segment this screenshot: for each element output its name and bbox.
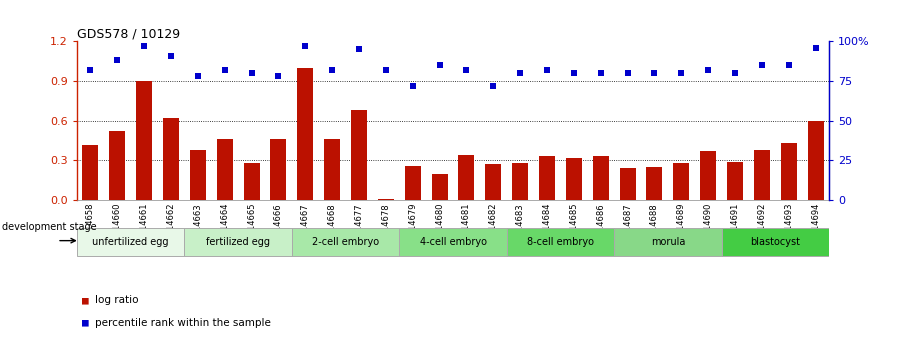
Text: GDS578 / 10129: GDS578 / 10129 (77, 27, 180, 40)
Point (513, 70, 527, 76)
Bar (405, 166, 420, 200)
Bar (721, 228, 829, 256)
Bar (807, 121, 824, 200)
Bar (620, 168, 636, 200)
Bar (324, 139, 340, 200)
Bar (185, 228, 292, 256)
Bar (82, 145, 99, 200)
Text: 8-cell embryo: 8-cell embryo (527, 237, 594, 247)
Point (245, 70, 259, 76)
Bar (781, 143, 796, 200)
Point (728, 70, 742, 76)
Bar (351, 110, 367, 200)
Bar (110, 131, 125, 200)
Text: development stage: development stage (2, 222, 96, 232)
Text: 2-cell embryo: 2-cell embryo (312, 237, 379, 247)
Point (352, 47, 366, 52)
Point (808, 45, 823, 50)
Bar (431, 174, 448, 200)
Text: unfertilized egg: unfertilized egg (92, 237, 169, 247)
Point (755, 62, 769, 68)
Point (459, 67, 474, 73)
Bar (614, 228, 721, 256)
Bar (646, 167, 662, 200)
Bar (593, 156, 609, 200)
Point (593, 70, 608, 76)
Point (566, 70, 581, 76)
Bar (486, 164, 501, 200)
Bar (458, 155, 475, 200)
Point (621, 70, 635, 76)
Point (137, 43, 151, 49)
Bar (217, 139, 233, 200)
Text: ■: ■ (82, 318, 88, 327)
Point (164, 53, 178, 58)
Bar (512, 163, 528, 200)
Text: 4-cell embryo: 4-cell embryo (419, 237, 487, 247)
Bar (244, 163, 260, 200)
Bar (673, 163, 689, 200)
Point (379, 67, 393, 73)
Text: fertilized egg: fertilized egg (207, 237, 270, 247)
Point (190, 73, 205, 79)
Bar (190, 150, 206, 200)
Bar (506, 228, 614, 256)
Point (217, 67, 232, 73)
Point (83, 67, 98, 73)
Bar (136, 81, 152, 200)
Point (782, 62, 796, 68)
Point (432, 62, 447, 68)
Bar (270, 139, 286, 200)
Point (406, 83, 420, 89)
Point (486, 83, 500, 89)
Point (325, 67, 340, 73)
Text: morula: morula (651, 237, 685, 247)
Point (540, 67, 554, 73)
Bar (727, 162, 743, 200)
Bar (700, 151, 716, 200)
Bar (77, 228, 185, 256)
Bar (378, 199, 394, 200)
Point (701, 67, 716, 73)
Point (674, 70, 689, 76)
Bar (163, 118, 179, 200)
Bar (292, 228, 400, 256)
Text: percentile rank within the sample: percentile rank within the sample (95, 318, 271, 327)
Point (647, 70, 661, 76)
Point (298, 43, 313, 49)
Point (110, 58, 124, 63)
Text: ■: ■ (82, 295, 88, 305)
Bar (754, 150, 770, 200)
Bar (297, 68, 313, 200)
Point (271, 73, 285, 79)
Bar (539, 156, 555, 200)
Text: blastocyst: blastocyst (750, 237, 800, 247)
Text: log ratio: log ratio (95, 295, 139, 305)
Bar (400, 228, 506, 256)
Bar (565, 158, 582, 200)
